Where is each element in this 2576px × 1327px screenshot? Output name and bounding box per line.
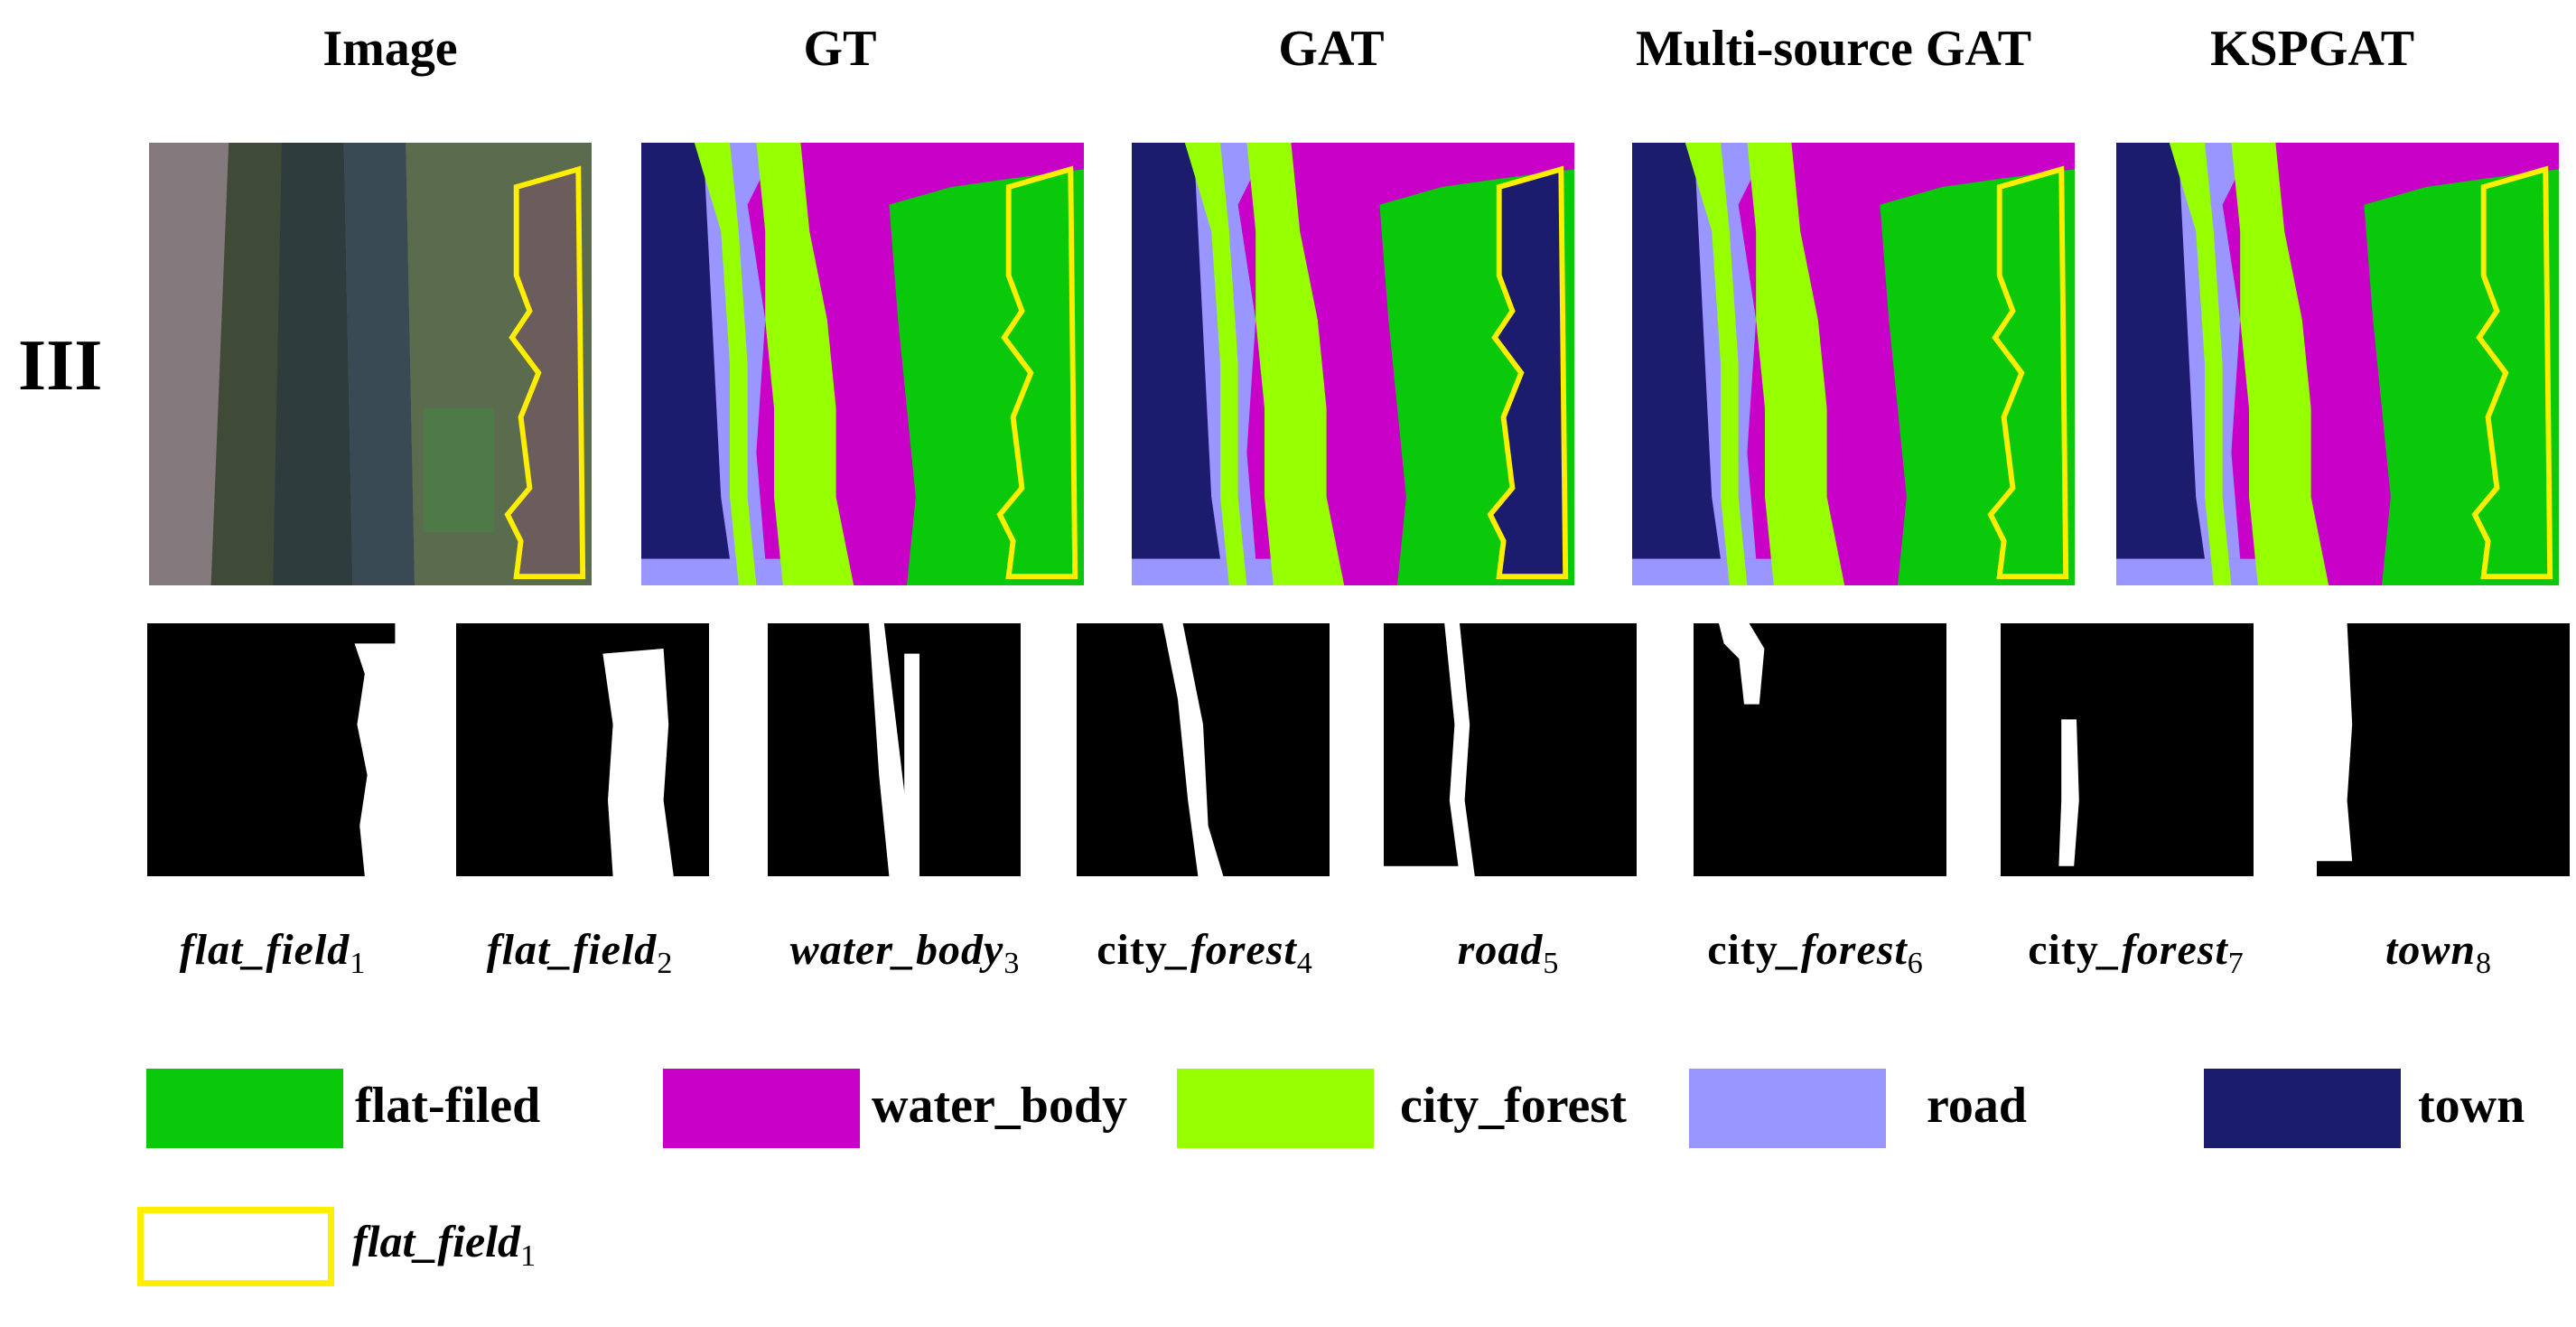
mask-label-2: flat_field2 bbox=[486, 926, 674, 980]
mask-flat-field-1 bbox=[147, 623, 400, 876]
mask-label-7: city_forest7 bbox=[2028, 926, 2245, 980]
legend-label-city-forest: city_forest bbox=[1400, 1078, 1627, 1134]
kspgat-segmentation-panel bbox=[2116, 143, 2559, 585]
gt-segmentation-panel bbox=[641, 143, 1084, 585]
mask-label-8: town8 bbox=[2385, 926, 2493, 980]
legend-swatch-water-body bbox=[663, 1069, 860, 1148]
row-label: III bbox=[18, 326, 103, 406]
column-title-gt: GT bbox=[803, 21, 877, 77]
column-title-gat: GAT bbox=[1278, 21, 1385, 77]
mask-label-1: flat_field1 bbox=[179, 926, 367, 980]
column-title-kspgat: KSPGAT bbox=[2209, 21, 2415, 77]
column-title-image: Image bbox=[322, 21, 458, 77]
legend-label-water-body: water_body bbox=[872, 1078, 1128, 1134]
mask-water-body-3 bbox=[768, 623, 1021, 876]
mask-label-6: city_forest6 bbox=[1707, 926, 1924, 980]
mask-road-5 bbox=[1384, 623, 1637, 876]
mask-city-forest-4 bbox=[1077, 623, 1330, 876]
mask-town-8 bbox=[2317, 623, 2570, 876]
legend-swatch-outline bbox=[137, 1207, 334, 1286]
mask-flat-field-2 bbox=[456, 623, 709, 876]
mask-city-forest-6 bbox=[1694, 623, 1946, 876]
multi-source-gat-segmentation-panel bbox=[1632, 143, 2075, 585]
legend-label-road: road bbox=[1927, 1078, 2027, 1134]
mask-label-3: water_body3 bbox=[789, 926, 1021, 980]
column-title-multi-source-gat: Multi-source GAT bbox=[1635, 21, 2032, 77]
legend-swatch-road bbox=[1689, 1069, 1886, 1148]
legend-swatch-flat-field bbox=[146, 1069, 343, 1148]
mask-label-4: city_forest4 bbox=[1097, 926, 1313, 980]
satellite-image-panel bbox=[149, 143, 592, 585]
mask-city-forest-7 bbox=[2001, 623, 2254, 876]
legend-swatch-city-forest bbox=[1177, 1069, 1374, 1148]
legend-swatch-town bbox=[2204, 1069, 2401, 1148]
legend-label-flat-field: flat-filed bbox=[355, 1078, 541, 1134]
gat-segmentation-panel bbox=[1132, 143, 1574, 585]
legend-label-outline: flat_field1 bbox=[352, 1216, 537, 1273]
legend-label-town: town bbox=[2418, 1078, 2525, 1134]
mask-label-5: road5 bbox=[1457, 926, 1560, 980]
